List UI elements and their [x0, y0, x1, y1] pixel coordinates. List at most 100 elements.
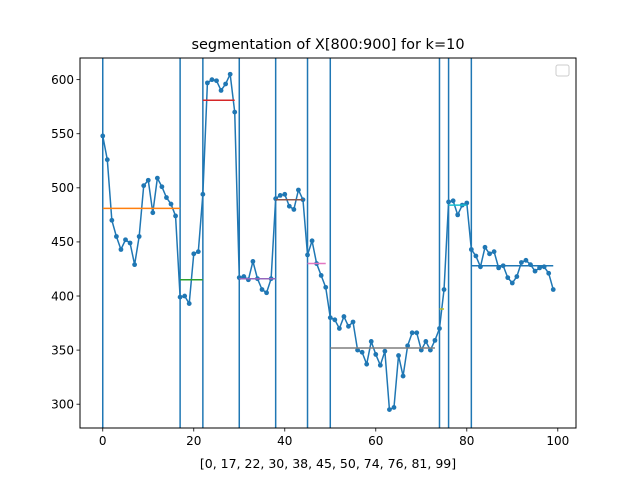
- data-point: [100, 133, 106, 139]
- data-point: [409, 330, 415, 336]
- data-point: [218, 88, 224, 93]
- data-point: [441, 287, 447, 292]
- x-tick-label: 100: [546, 434, 569, 448]
- data-point: [391, 405, 397, 410]
- data-point: [437, 326, 442, 331]
- data-point: [309, 238, 315, 244]
- data-point: [446, 199, 451, 205]
- data-point: [396, 353, 401, 358]
- data-point: [491, 249, 497, 255]
- legend: [555, 64, 570, 77]
- data-point: [241, 274, 247, 279]
- data-point: [382, 348, 388, 354]
- data-point: [209, 77, 215, 83]
- data-point: [141, 183, 147, 189]
- data-point: [414, 330, 420, 336]
- data-point: [123, 237, 128, 243]
- data-point: [327, 315, 333, 321]
- data-point: [223, 81, 229, 87]
- data-point: [154, 175, 160, 181]
- data-point: [427, 347, 433, 353]
- data-point: [173, 213, 178, 219]
- data-point: [341, 314, 347, 319]
- plot-area: [100, 58, 556, 428]
- data-point: [455, 212, 461, 218]
- chart-title: segmentation of X[800:900] for k=10: [191, 37, 464, 53]
- data-point: [518, 260, 524, 265]
- data-point: [418, 347, 424, 353]
- x-tick-label: 20: [186, 434, 201, 448]
- data-point: [505, 275, 511, 281]
- data-point: [537, 265, 542, 271]
- data-point: [355, 347, 360, 353]
- data-point: [127, 240, 133, 246]
- data-point: [305, 252, 310, 258]
- data-point: [359, 349, 365, 355]
- data-point: [118, 247, 124, 252]
- data-point: [550, 287, 556, 292]
- data-point: [323, 284, 329, 290]
- data-point: [346, 323, 351, 329]
- data-point: [109, 217, 115, 223]
- data-point: [296, 187, 301, 193]
- y-tick-label: 450: [51, 235, 74, 249]
- data-point: [159, 184, 165, 190]
- data-point: [195, 249, 201, 255]
- y-tick-label: 400: [51, 289, 74, 303]
- data-point: [496, 265, 502, 271]
- data-point: [104, 157, 110, 163]
- axes-frame: [79, 57, 577, 429]
- data-point: [464, 200, 470, 206]
- data-point: [200, 191, 206, 197]
- legend-box: [555, 64, 570, 77]
- x-tick-label: 60: [368, 434, 383, 448]
- data-point: [364, 361, 370, 367]
- data-point: [259, 287, 265, 292]
- y-tick-label: 500: [51, 181, 74, 195]
- y-axis: 300 350 400 450 500 550 600: [51, 73, 80, 411]
- data-point: [191, 251, 197, 257]
- data-point: [336, 326, 342, 331]
- x-tick-label: 0: [99, 434, 107, 448]
- data-point: [164, 195, 169, 200]
- data-point: [368, 339, 374, 344]
- data-point: [291, 207, 297, 212]
- data-point: [177, 294, 183, 300]
- data-point: [264, 290, 269, 296]
- data-point: [423, 339, 429, 344]
- y-tick-label: 550: [51, 127, 74, 141]
- y-tick-label: 600: [51, 73, 74, 87]
- x-tick-label: 40: [277, 434, 292, 448]
- data-point: [487, 251, 492, 257]
- data-point: [227, 71, 233, 77]
- data-point: [387, 407, 392, 413]
- data-point: [377, 362, 383, 368]
- series-line: [102, 73, 554, 411]
- data-point: [532, 268, 538, 274]
- data-point: [214, 78, 219, 84]
- data-point: [318, 273, 324, 278]
- data-point: [450, 198, 456, 204]
- data-point: [114, 234, 119, 239]
- data-point: [482, 244, 488, 250]
- data-point: [405, 343, 411, 349]
- data-point: [523, 257, 529, 263]
- data-point: [468, 247, 474, 252]
- data-point: [232, 109, 238, 115]
- data-point: [546, 270, 552, 276]
- data-point: [514, 274, 520, 279]
- data-point: [277, 192, 283, 198]
- data-point: [150, 210, 156, 216]
- data-point: [400, 373, 406, 379]
- data-point: [250, 258, 256, 264]
- data-point: [350, 319, 356, 325]
- data-point: [132, 262, 138, 268]
- y-tick-label: 300: [51, 397, 74, 411]
- x-axis-label: [0, 17, 22, 30, 38, 45, 50, 74, 76, 81, …: [200, 456, 456, 471]
- data-point: [332, 317, 338, 323]
- data-point: [282, 191, 288, 197]
- data-point: [432, 337, 438, 343]
- data-point: [205, 80, 210, 86]
